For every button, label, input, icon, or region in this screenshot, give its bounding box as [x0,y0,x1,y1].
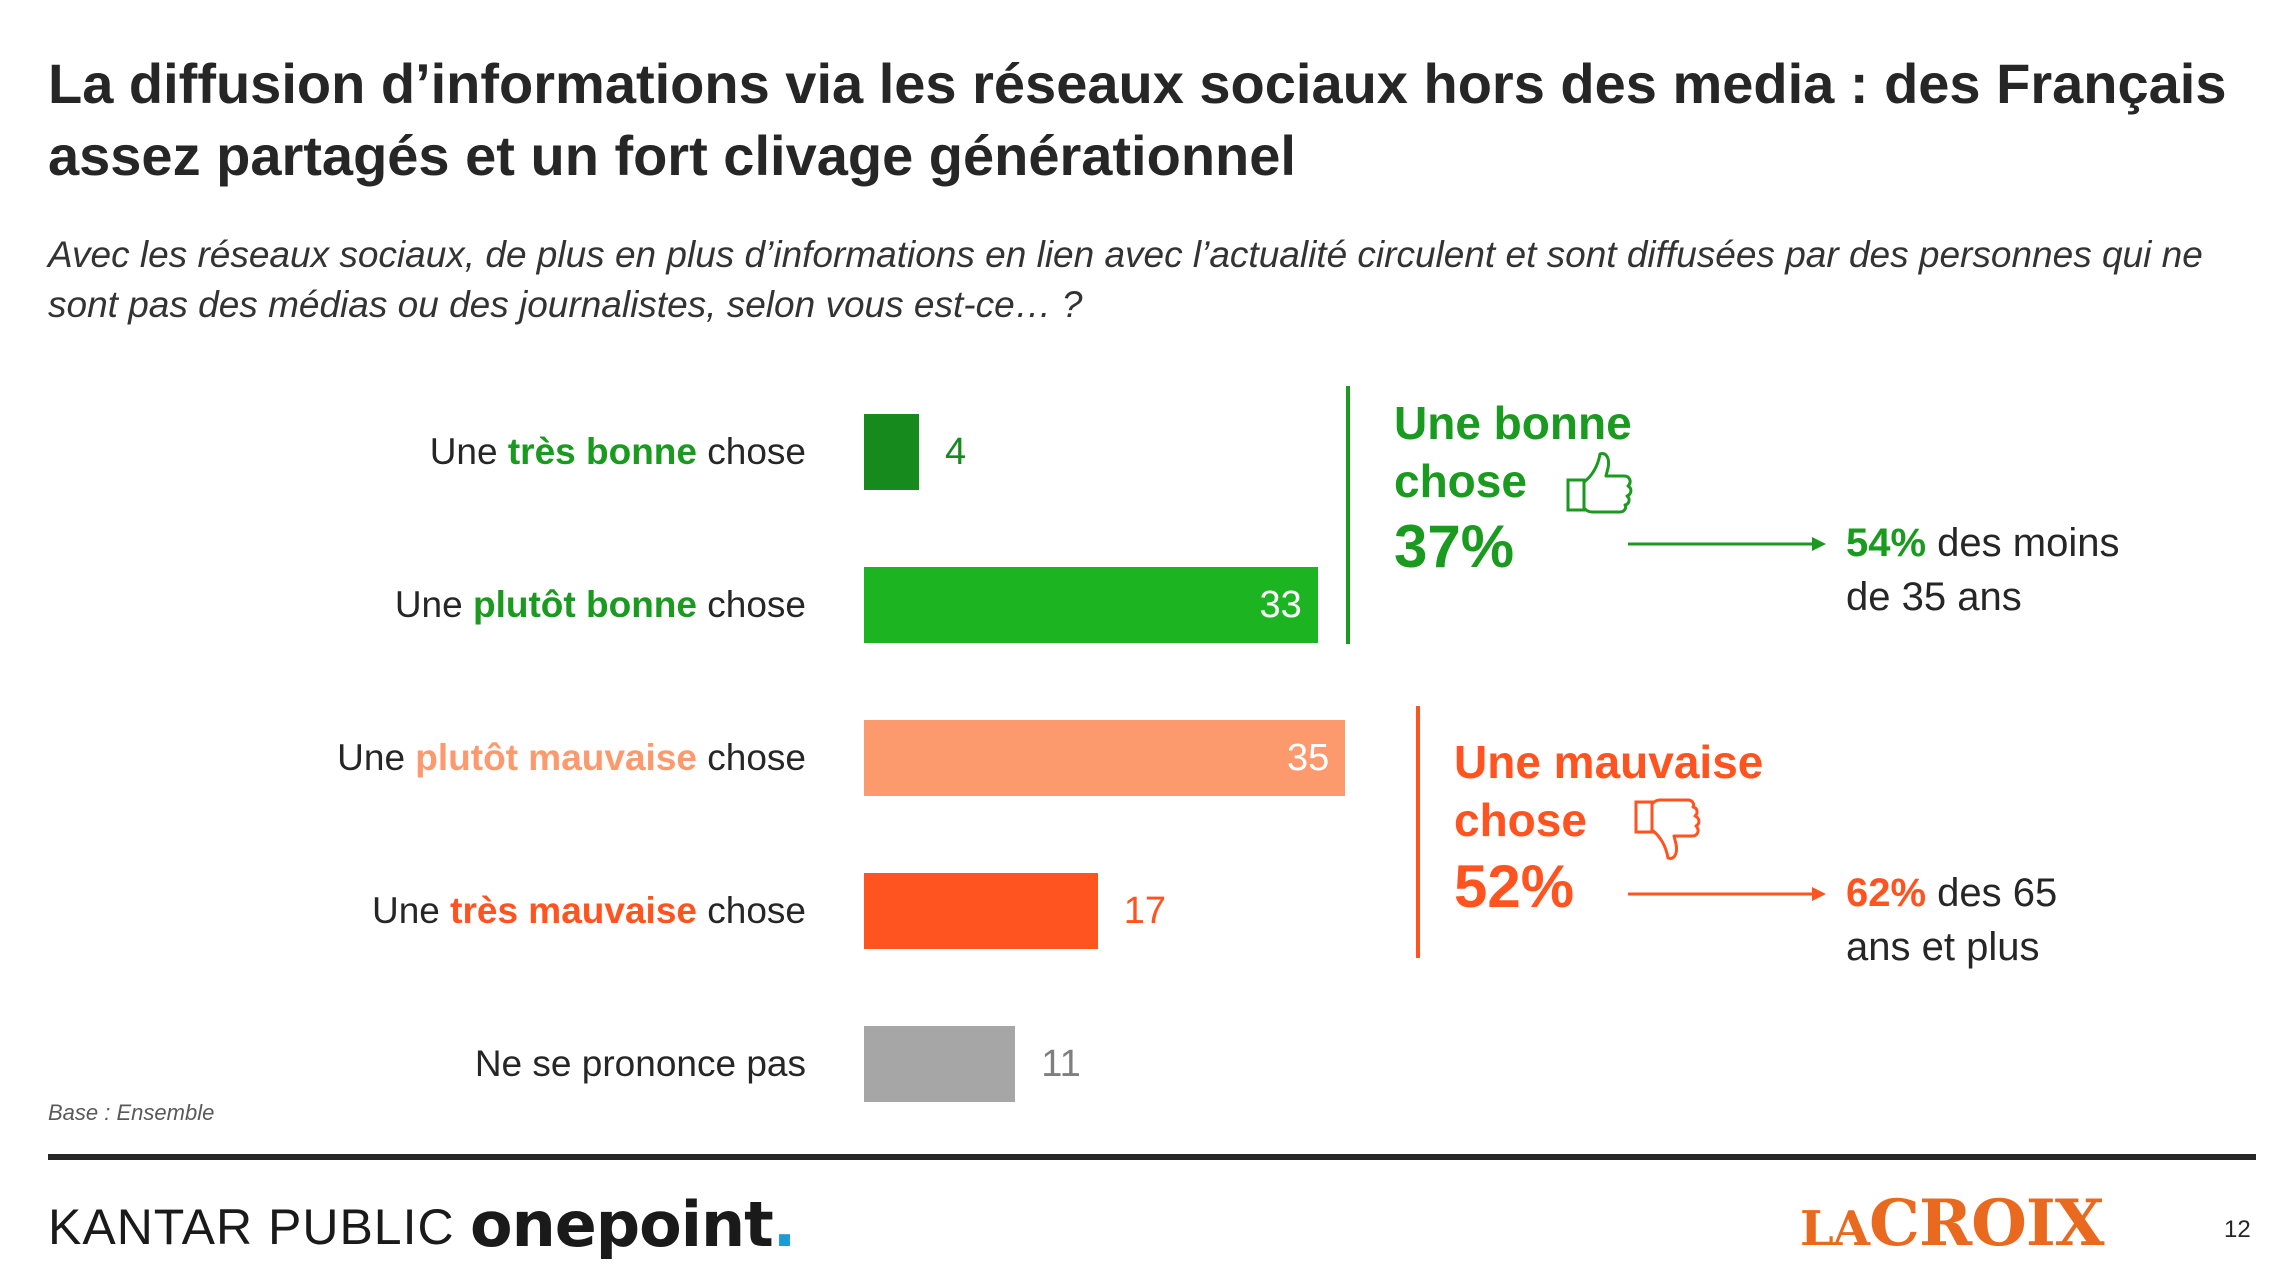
bad-note-line1: 62% des 65 [1846,866,2057,920]
bad-group-percent: 52% [1454,853,1575,920]
category-label-suffix: chose [696,584,806,625]
bar [864,873,1098,949]
onepoint-logo-dot: . [772,1188,797,1261]
la-croix-logo-prefix: LA [1800,1201,1870,1257]
kantar-logo-text: KANTAR PUBLIC [48,1199,455,1255]
category-label: Une très mauvaise chose [372,888,806,934]
bar-value-label: 11 [1041,1043,1081,1085]
bar [864,567,1318,643]
thumbs-up-icon [1566,452,1633,514]
footer-divider [48,1154,2256,1160]
category-label-prefix: Ne se prononce pas [474,1043,806,1084]
good-group-title-line2: chose [1394,455,1527,507]
bad-note-line2: ans et plus [1846,925,2040,969]
bar [864,1026,1016,1102]
category-label-prefix: Une [429,431,508,472]
question-subtitle: Avec les réseaux sociaux, de plus en plu… [48,234,2203,325]
category-label-highlight: très mauvaise [450,890,697,931]
good-note-line1: 54% des moins [1846,516,2119,570]
category-label-suffix: chose [696,737,806,778]
good-arrow-icon [1628,537,1826,551]
bad-note-text: des 65 [1926,871,2058,915]
category-label-prefix: Une [337,737,416,778]
la-croix-logo: LACROIX [1800,1186,2104,1261]
good-note-percent: 54% [1846,521,1927,565]
bar-value-label: 17 [1123,890,1167,932]
bad-group-title-line2: chose [1454,794,1587,846]
thumbs-down-icon [1634,798,1701,860]
category-label-prefix: Une [372,890,451,931]
bar-value-label: 35 [1286,737,1330,779]
bad-group-title-line1: Une mauvaise [1454,736,1764,788]
bad-note-percent: 62% [1846,871,1927,915]
category-label-highlight: plutôt mauvaise [415,737,697,778]
base-note: Base : Ensemble [48,1100,215,1125]
category-label-suffix: chose [696,431,806,472]
good-note-text: des moins [1926,521,2120,565]
good-note-line2: de 35 ans [1846,575,2022,619]
good-group-percent: 37% [1394,513,1515,580]
category-label: Une très bonne chose [430,429,806,475]
bad-bracket [1416,706,1420,958]
bar [864,720,1346,796]
onepoint-logo-text: onepoint [470,1188,774,1261]
category-label: Une plutôt mauvaise chose [337,735,806,781]
page-title: La diffusion d’informations via les rése… [48,52,2227,187]
good-group-title-line1: Une bonne [1394,397,1632,449]
kantar-public-logo: KANTAR PUBLIC [48,1198,455,1256]
category-label-highlight: plutôt bonne [472,584,697,625]
category-label-suffix: chose [696,890,806,931]
category-label-highlight: très bonne [507,431,697,472]
good-bracket [1346,386,1350,644]
page-number: 12 [2224,1216,2251,1243]
bad-arrow-icon [1628,887,1826,901]
onepoint-logo: onepoint. [470,1188,797,1261]
la-croix-logo-text: CROIX [1869,1186,2104,1261]
category-label-prefix: Une [394,584,473,625]
category-label: Une plutôt bonne chose [395,582,806,628]
bar-value-label: 4 [945,431,967,473]
category-label: Ne se prononce pas [475,1041,806,1087]
bar [864,414,919,490]
bar-value-label: 33 [1259,584,1302,626]
